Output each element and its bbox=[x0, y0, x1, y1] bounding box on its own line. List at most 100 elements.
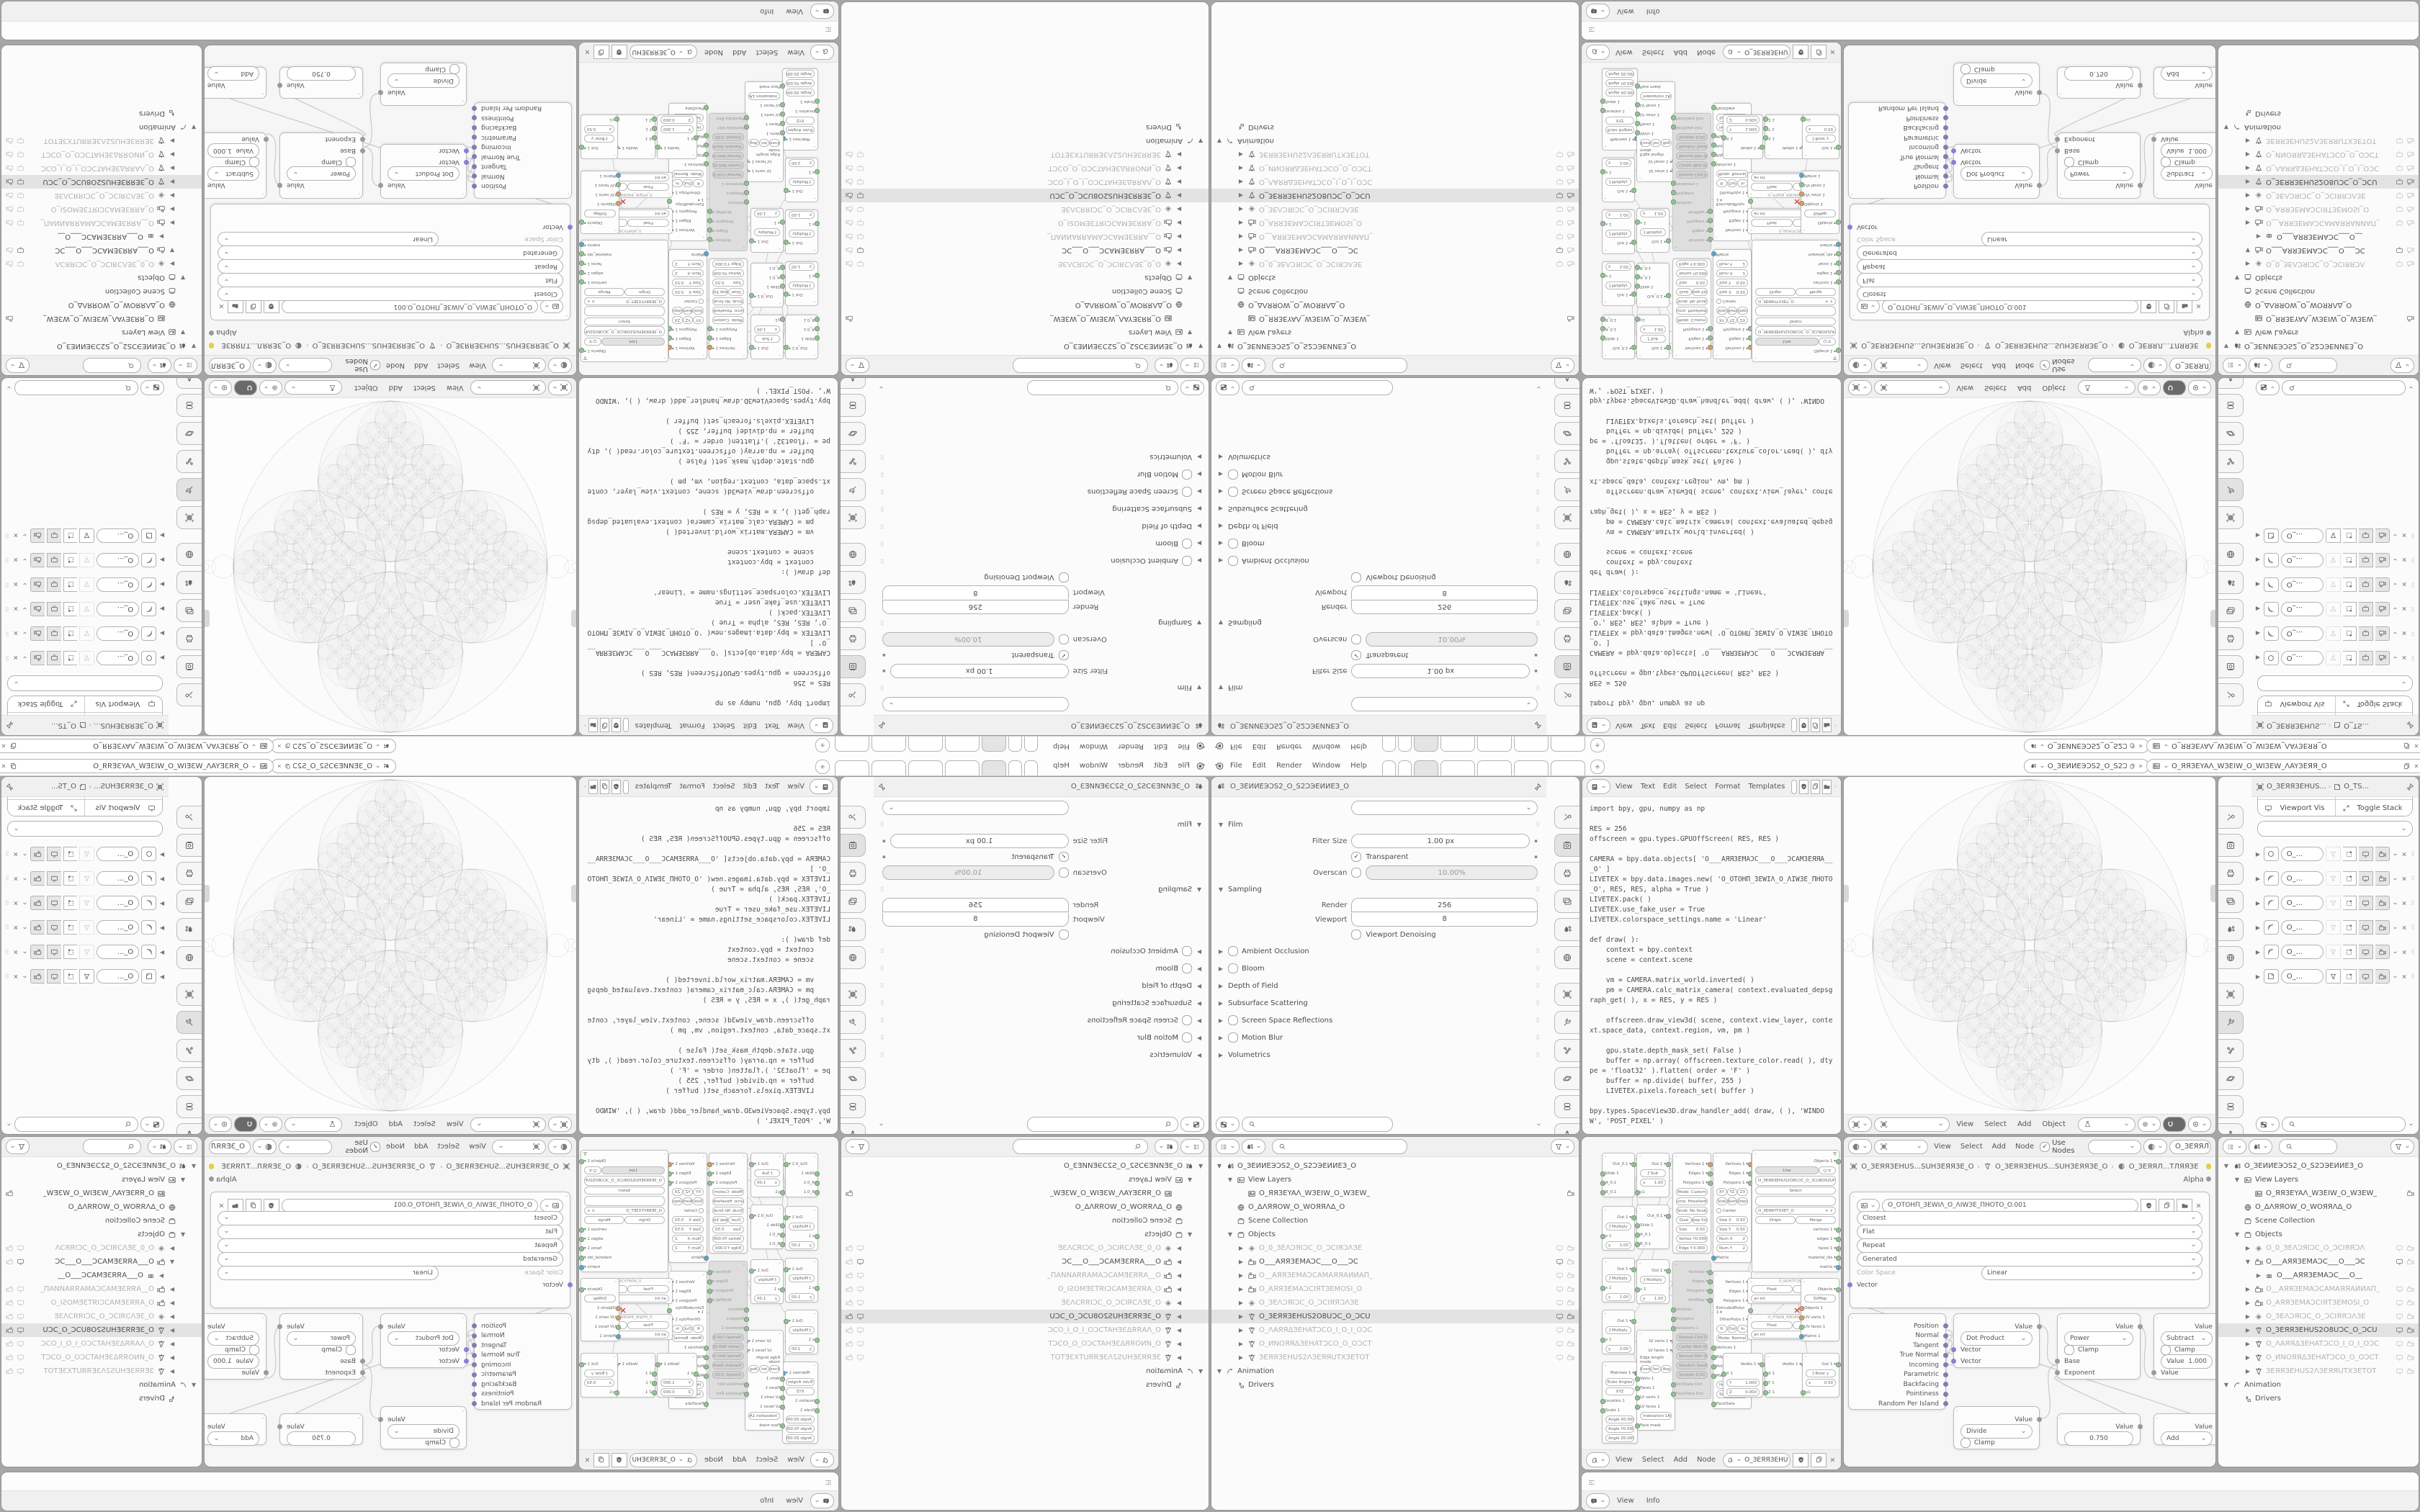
node-input[interactable]: Vertices 1 bbox=[1711, 1343, 1751, 1352]
node-field[interactable]: Smooth 0.00 bbox=[709, 1370, 747, 1380]
clamp-checkbox[interactable]: Clamp bbox=[381, 1437, 466, 1449]
outliner-row[interactable]: ▶ O_ЗЕΛϽЯIϽϹ_O_ϽϹIЯЯϽΛЗЕ bbox=[2218, 1310, 2419, 1323]
image-datablock-row[interactable]: O_OTOHΠ_ЗЕWIΛ_O_ΛIWЗЕ_ΠHOTO_O.001 bbox=[1850, 300, 2209, 314]
math-node[interactable]: ⌄ Value Divide Clamp bbox=[1953, 1406, 2042, 1449]
outliner-row[interactable]: ▼ O___AЯЯЗЕMAϽϹ___O___ϽϹ bbox=[1, 243, 202, 257]
node-input[interactable]: VertData Dict bbox=[709, 123, 749, 132]
node-output[interactable]: Vertices 1 ▾ bbox=[667, 225, 707, 235]
sverchok-node[interactable]: ⌄ Out 1 ▾ ƒ Multiply x 1 y 1.00 bbox=[1635, 208, 1671, 253]
node-field[interactable]: y 1.00 bbox=[786, 262, 817, 271]
value-output[interactable]: Value bbox=[277, 179, 362, 191]
node-output[interactable]: Objects 1 ▾ bbox=[579, 346, 668, 356]
node-enum[interactable]: Select bbox=[581, 1186, 668, 1195]
properties-tab-render[interactable] bbox=[1554, 655, 1579, 678]
properties-tab-object[interactable] bbox=[1554, 506, 1579, 529]
node-output[interactable]: LV faces 1 ▾ bbox=[743, 157, 783, 166]
node-field[interactable]: Smooth 0.00 bbox=[709, 132, 747, 142]
menu-info[interactable]: Info bbox=[760, 7, 774, 15]
node-input[interactable]: Scale 1 bbox=[1600, 97, 1637, 107]
properties-tab-wrench[interactable] bbox=[2218, 1011, 2244, 1034]
modifier-name-field[interactable]: O_... bbox=[97, 847, 140, 861]
modifier-row[interactable]: ▶ O_... ⠿ bbox=[4, 648, 166, 668]
node-output[interactable]: Out_0.1 ▾ bbox=[749, 292, 783, 301]
outliner-row[interactable]: ▼ View Layers bbox=[1227, 328, 1291, 336]
node-field[interactable]: Z 0.000 bbox=[1724, 1387, 1762, 1397]
outliner-row[interactable]: ▼ O_ЗЕИИЕЭϽЅ2_О_Ѕ2ϽЭЕИИЕЗ_О bbox=[2223, 1162, 2364, 1170]
outliner-row[interactable]: ▼ Objects bbox=[138, 274, 186, 282]
properties-tab-physics[interactable] bbox=[841, 1067, 866, 1090]
image-combo-repeat[interactable]: Repeat bbox=[1850, 1238, 2209, 1253]
sverchok-node[interactable]: ⌄ LV verts 1 ▾ LV faces 1 ▾ Edge length mod… bbox=[743, 81, 785, 182]
properties-tab-constraint[interactable] bbox=[2218, 394, 2244, 417]
node-enum[interactable]: ƒ Multiply bbox=[786, 281, 817, 290]
node-output[interactable]: Out 1 ▾ bbox=[1637, 237, 1671, 246]
value-field[interactable]: 0.750 bbox=[280, 1431, 362, 1446]
modifier-row[interactable]: ▶ O_... ⠿ bbox=[4, 526, 166, 546]
render-toggle[interactable] bbox=[30, 577, 45, 592]
node-input[interactable]: UV verts 1 bbox=[581, 190, 621, 199]
node-field[interactable]: Center Rb 0.00 bbox=[709, 1342, 747, 1351]
properties-tab-tool[interactable] bbox=[2218, 806, 2244, 829]
properties-tab-viewlayer[interactable] bbox=[841, 890, 866, 913]
node-input[interactable]: x 1 bbox=[786, 168, 820, 177]
geometry-output-true-normal[interactable]: True Normal bbox=[472, 1351, 571, 1361]
outliner-row[interactable]: ▼ View Layers bbox=[122, 1176, 186, 1184]
node-field[interactable]: Size 0.50 bbox=[709, 1225, 747, 1234]
node-output[interactable]: VertMap ▾ bbox=[707, 1295, 747, 1305]
modifier-row[interactable]: ▶ O_... ⠿ bbox=[2254, 844, 2416, 864]
node-output[interactable]: Out 1 ▾ bbox=[749, 1266, 783, 1275]
render-engine-select[interactable] bbox=[1351, 801, 1538, 815]
node-field[interactable]: x 0.50 bbox=[1803, 1378, 1839, 1387]
node-enum[interactable]: ƒ Multiply bbox=[751, 1275, 783, 1284]
node-field[interactable]: Size X 0.50 bbox=[669, 1215, 707, 1225]
menu-edit[interactable]: Edit bbox=[1252, 742, 1267, 750]
menu-object[interactable]: Object bbox=[2042, 1120, 2066, 1128]
menu-view[interactable]: View bbox=[1615, 721, 1633, 729]
modifier-name-field[interactable]: O_... bbox=[97, 602, 140, 616]
material-name[interactable]: O_ЗЕЯЯЛ bbox=[209, 1139, 251, 1154]
outliner-row[interactable]: ▶ O_ΛAЯЯΔЗЕНATϽϹO_I_O_I_OϽϹ bbox=[2218, 161, 2419, 175]
node-input[interactable]: UV faces 1 bbox=[581, 181, 621, 190]
outliner-row[interactable]: ▶ O__AЯЯЗЕMAϽϹAMAЯЯAИИAΠ_ bbox=[841, 230, 1209, 243]
geometry-output-backfacing[interactable]: Backfacing bbox=[1849, 123, 1948, 133]
section-ambient-occlusion[interactable]: ▶ Ambient Occlusion ⠿ bbox=[879, 556, 1202, 566]
node-input[interactable]: x 1 bbox=[1600, 271, 1634, 281]
properties-tab-world[interactable] bbox=[1554, 946, 1579, 969]
image-datablock-row[interactable]: O_OTOHΠ_ЗЕWIΛ_O_ΛIWЗЕ_ΠHOTO_O.001 bbox=[211, 1198, 570, 1212]
checkbox[interactable] bbox=[1058, 868, 1069, 878]
menu-select[interactable]: Select bbox=[712, 721, 735, 729]
node-editor-sverchok[interactable]: ⌄ Out_0.1 ▾ Slide 1 A_0.1 B_0.1 ⌄ Out 1 ▾ ƒ Mul… bbox=[1582, 1137, 1841, 1470]
copy-button[interactable] bbox=[593, 45, 609, 60]
outliner-row[interactable]: ▶ O_ИNOЯЯΔЗЕНATϽϹO_O_OϽϹT bbox=[2218, 148, 2419, 161]
workspace-tab[interactable] bbox=[1550, 737, 1585, 752]
filter-toggle[interactable] bbox=[1180, 380, 1204, 395]
editmode-toggle[interactable] bbox=[2342, 920, 2357, 935]
color-space-select[interactable]: Linear bbox=[1981, 232, 2202, 247]
menu-select[interactable]: Select bbox=[1685, 721, 1708, 729]
menu-view[interactable]: View bbox=[469, 361, 486, 369]
properties-tab-output[interactable] bbox=[1554, 627, 1579, 650]
section-ambient-occlusion[interactable]: ▶ Ambient Occlusion ⠿ bbox=[1218, 946, 1541, 956]
menu-format[interactable]: Format bbox=[679, 721, 705, 729]
filter-funnel[interactable] bbox=[1551, 358, 1574, 373]
modifier-row[interactable]: ▶ O_... ⠿ bbox=[4, 550, 166, 570]
shader-type-select[interactable] bbox=[1874, 358, 1929, 373]
node-output[interactable]: ExtrudedPolys 1 ▾ bbox=[667, 197, 707, 207]
outliner-row[interactable]: ▶ O_ЗЕЯЯЗЕНUЅ2O8UϽϹ_O_ϽϹU bbox=[841, 189, 1209, 202]
samples-viewport-field[interactable]: 8 bbox=[882, 912, 1069, 927]
menu-edit[interactable]: Edit bbox=[1153, 762, 1168, 770]
menu-add[interactable]: Add bbox=[2017, 384, 2032, 392]
editmode-toggle[interactable] bbox=[2342, 602, 2357, 616]
add-modifier-select[interactable] bbox=[2257, 675, 2413, 691]
nodetree-datablock[interactable]: O_ЗЕЯЯЗЕНUЅ2O8UϽϹ_O_ϽϹU8OЅ2UНЗЕЯЯЗЕ_O bbox=[629, 1452, 697, 1467]
outliner-row[interactable]: ▶ O__AЯЯЗЕMAϽϹAMAЯЯAИИAΠ_ bbox=[1, 1282, 202, 1296]
shader-editor[interactable]: View Select Add Node ✓ Use Nodes O_ЗЕЯЯЛ O_ЗЕЯЯ… bbox=[205, 1137, 576, 1467]
value-output[interactable]: Value bbox=[205, 79, 266, 91]
sverchok-node[interactable]: ⌄ Out_0.1 ▾ Slide 1 A_0.1 B_0.1 bbox=[1600, 315, 1636, 359]
editmode-toggle[interactable] bbox=[63, 577, 78, 592]
node-path-field[interactable] bbox=[1752, 306, 1839, 317]
viewport-toggle[interactable] bbox=[46, 920, 61, 935]
menu-object[interactable]: Object bbox=[2042, 384, 2066, 392]
